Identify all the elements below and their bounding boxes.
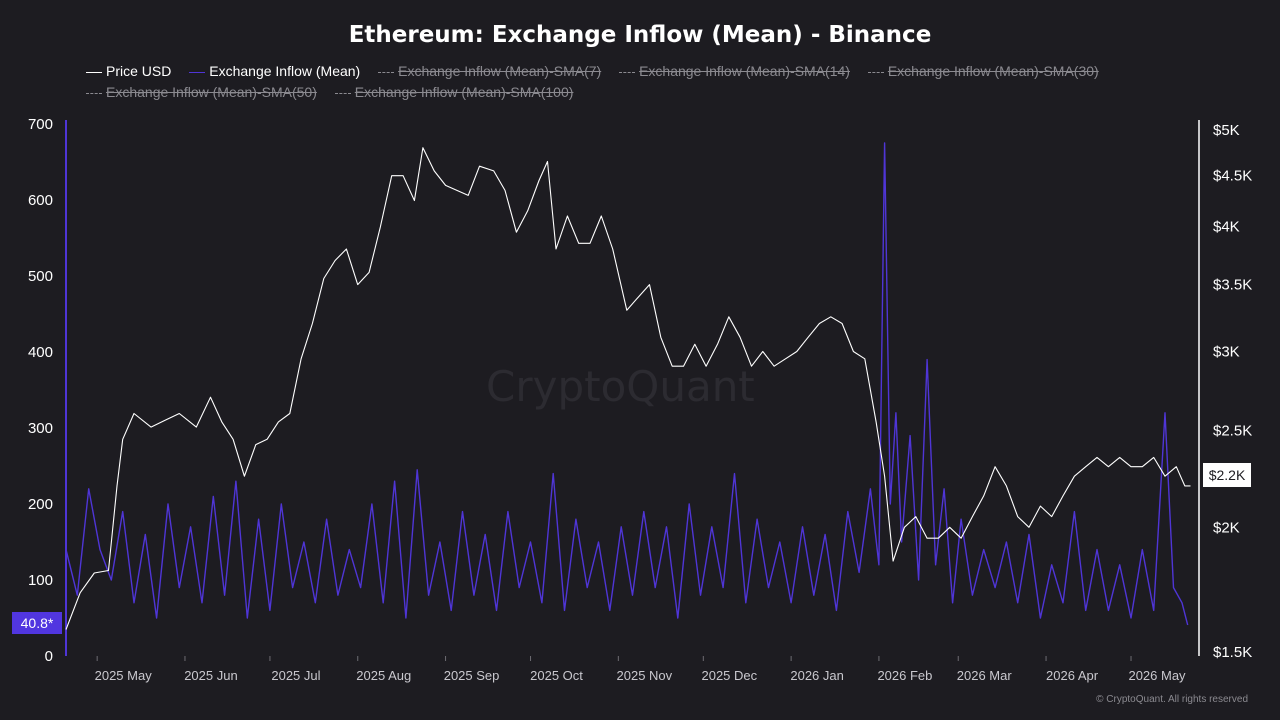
x-tick-label: 2026 Mar <box>957 668 1013 683</box>
x-tick-label: 2025 Jul <box>271 668 320 683</box>
right-axis: $1.5K $2K $2.5K $3K $3.5K $4K $4.5K $5K <box>1213 122 1252 661</box>
legend-swatch <box>334 92 351 94</box>
x-tick-label: 2025 May <box>95 668 153 683</box>
legend-swatch <box>378 71 395 73</box>
x-tick-label: 2025 Nov <box>617 668 673 683</box>
legend: Price USD Exchange Inflow (Mean) Exchang… <box>86 63 1113 79</box>
legend-label: Exchange Inflow (Mean)-SMA(100) <box>354 84 574 100</box>
watermark: CryptoQuant <box>486 362 755 411</box>
legend-swatch <box>86 71 102 73</box>
price-value-badge <box>1203 463 1251 487</box>
right-tick-label: $3.5K <box>1213 277 1252 294</box>
right-tick-label: $4K <box>1213 219 1240 236</box>
right-tick-label: $5K <box>1213 122 1240 139</box>
legend-item-sma14[interactable]: Exchange Inflow (Mean)-SMA(14) <box>619 63 850 79</box>
x-tick-label: 2025 Dec <box>701 668 757 683</box>
left-tick-label: 700 <box>28 116 53 133</box>
legend-swatch <box>619 71 636 73</box>
legend-item-inflow[interactable]: Exchange Inflow (Mean) <box>189 63 360 79</box>
series-line-exchange-inflow <box>65 142 1189 626</box>
series-line-price-usd <box>65 147 1191 630</box>
right-tick-label: $2.5K <box>1213 423 1252 440</box>
value-badges: 40.8* $2.2K <box>12 463 1251 634</box>
left-tick-label: 200 <box>28 496 53 513</box>
legend-item-sma100[interactable]: Exchange Inflow (Mean)-SMA(100) <box>334 84 574 100</box>
x-tick-label: 2026 Apr <box>1046 668 1099 683</box>
x-tick-label: 2025 Jun <box>184 668 238 683</box>
x-tick-label: 2026 May <box>1128 668 1186 683</box>
left-tick-label: 300 <box>28 420 53 437</box>
legend-label: Exchange Inflow (Mean)-SMA(14) <box>639 63 850 79</box>
x-tick-label: 2025 Sep <box>444 668 500 683</box>
left-tick-label: 100 <box>28 572 53 589</box>
price-value-label: $2.2K <box>1209 467 1246 483</box>
right-tick-label: $4.5K <box>1213 168 1252 185</box>
legend-label: Exchange Inflow (Mean)-SMA(50) <box>106 84 317 100</box>
series-layer <box>65 142 1191 630</box>
legend-row-2: Exchange Inflow (Mean)-SMA(50) Exchange … <box>86 84 587 100</box>
legend-swatch <box>189 71 206 73</box>
x-tick-label: 2026 Feb <box>877 668 932 683</box>
legend-label: Exchange Inflow (Mean) <box>209 63 361 79</box>
legend-label: Exchange Inflow (Mean)-SMA(30) <box>887 63 1099 79</box>
x-tick-label: 2025 Oct <box>530 668 583 683</box>
left-tick-label: 0 <box>45 648 53 665</box>
legend-label: Price USD <box>106 63 172 79</box>
legend-swatch <box>86 92 102 94</box>
inflow-value-badge <box>12 612 62 634</box>
left-tick-label: 600 <box>28 192 53 209</box>
x-tick-label: 2026 Jan <box>790 668 844 683</box>
legend-item-sma50[interactable]: Exchange Inflow (Mean)-SMA(50) <box>86 84 317 100</box>
copyright: © CryptoQuant. All rights reserved <box>1096 694 1248 705</box>
legend-swatch <box>867 71 884 73</box>
left-tick-label: 400 <box>28 344 53 361</box>
left-tick-label: 500 <box>28 268 53 285</box>
x-tick-label: 2025 Aug <box>356 668 411 683</box>
legend-item-price[interactable]: Price USD <box>86 63 171 79</box>
x-axis: 2025 May 2025 Jun 2025 Jul 2025 Aug 2025 Sep… <box>95 656 1186 683</box>
right-tick-label: $1.5K <box>1213 644 1252 661</box>
right-tick-label: $3K <box>1213 343 1240 360</box>
legend-item-sma30[interactable]: Exchange Inflow (Mean)-SMA(30) <box>867 63 1099 79</box>
left-axis: 0 100 200 300 400 500 600 700 <box>28 116 53 665</box>
legend-label: Exchange Inflow (Mean)-SMA(7) <box>398 63 602 79</box>
chart-title: Ethereum: Exchange Inflow (Mean) - Binan… <box>348 22 932 48</box>
legend-item-sma7[interactable]: Exchange Inflow (Mean)-SMA(7) <box>378 63 601 79</box>
inflow-value-label: 40.8* <box>21 615 54 631</box>
right-tick-label: $2K <box>1213 519 1240 536</box>
